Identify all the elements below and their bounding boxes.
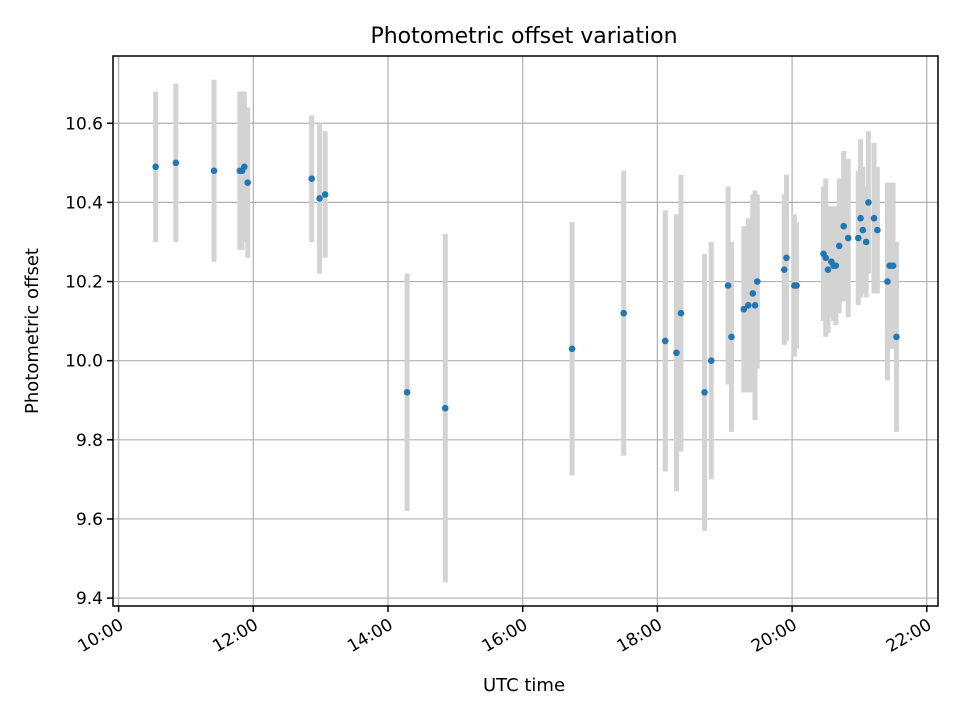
data-point (855, 234, 862, 242)
chart-title: Photometric offset variation (370, 24, 677, 49)
x-tick-label: 10:00 (75, 615, 127, 657)
data-point (661, 337, 669, 345)
x-tick-label: 18:00 (613, 615, 665, 657)
data-point (835, 242, 843, 250)
x-axis-label: UTC time (483, 675, 565, 696)
data-point (859, 226, 867, 234)
data-point (824, 266, 832, 273)
data-point (244, 179, 251, 186)
data-point (884, 278, 891, 285)
x-axis-ticks: 10:00 12:00 14:00 16:00 18:00 20:00 22:00 (75, 606, 935, 657)
plot-frame (112, 55, 939, 607)
y-axis-ticks: 9.4 9.6 9.8 10.0 10.2 10.4 10.6 (65, 114, 113, 609)
data-point (740, 305, 748, 313)
data-point (568, 345, 576, 353)
data-point (751, 301, 759, 309)
error-bars (153, 79, 899, 583)
y-tick-label: 10.0 (65, 352, 103, 372)
data-point (707, 357, 715, 364)
x-tick-label: 14:00 (344, 615, 396, 657)
data-point (321, 191, 329, 198)
data-point (308, 175, 315, 182)
x-tick-label: 16:00 (479, 615, 531, 657)
data-point (728, 333, 735, 341)
data-point (172, 159, 180, 167)
data-point (840, 222, 848, 230)
y-tick-label: 10.6 (65, 114, 103, 134)
data-point (893, 333, 900, 341)
data-point (889, 262, 897, 270)
data-point (793, 282, 800, 289)
data-point (783, 254, 790, 262)
data-point (241, 163, 248, 171)
data-point (780, 266, 788, 273)
data-point (441, 404, 449, 412)
data-point (152, 163, 159, 171)
data-point (745, 301, 752, 309)
data-point (753, 278, 761, 285)
data-point (403, 389, 411, 396)
data-point (749, 290, 757, 297)
data-point (316, 195, 323, 202)
x-tick-label: 20:00 (748, 615, 800, 657)
x-tick-label: 12:00 (209, 615, 261, 657)
data-point (210, 167, 218, 175)
data-point (874, 226, 881, 234)
y-tick-label: 10.4 (65, 193, 103, 213)
data-point (822, 254, 830, 262)
y-tick-label: 9.4 (76, 589, 103, 609)
y-axis-label: Photometric offset (22, 248, 43, 414)
y-tick-label: 9.8 (76, 431, 103, 451)
data-point (832, 262, 840, 270)
data-point (862, 238, 870, 246)
data-point (857, 214, 864, 222)
data-points (152, 159, 900, 412)
data-point (870, 214, 878, 222)
data-point (701, 389, 708, 396)
data-point (677, 309, 685, 317)
data-point (673, 349, 680, 357)
y-tick-label: 10.2 (65, 273, 103, 293)
data-point (865, 199, 872, 206)
y-tick-label: 9.6 (76, 510, 103, 530)
data-point (724, 282, 732, 289)
x-tick-label: 22:00 (883, 615, 935, 657)
data-point (844, 234, 852, 242)
grid-lines (113, 56, 938, 606)
data-point (620, 309, 628, 317)
